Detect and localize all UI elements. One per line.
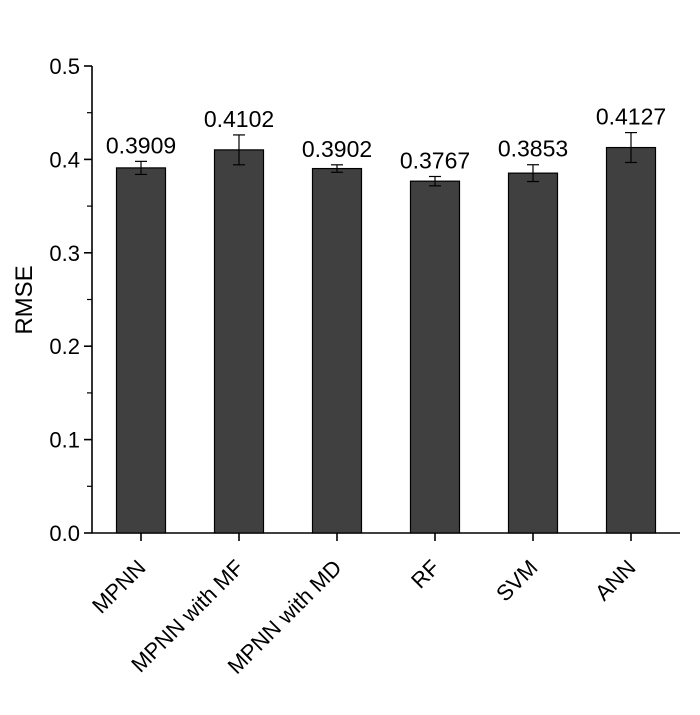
category-label: ANN [590,555,641,606]
bar [507,172,559,534]
bar [311,167,363,534]
y-tick-label: 0.0 [49,521,80,546]
value-label: 0.3853 [498,136,568,162]
category-label: RF [406,555,444,593]
value-label: 0.3767 [400,147,470,173]
value-label: 0.3909 [106,132,176,158]
value-label: 0.4102 [204,106,274,132]
y-tick-label: 0.1 [49,428,80,453]
y-tick-label: 0.3 [49,241,80,266]
category-label: SVM [491,555,542,606]
bars [115,131,657,534]
axes [84,65,680,541]
category-label: MPNN [87,555,150,618]
y-tick-label: 0.5 [49,54,80,79]
bar [605,146,657,534]
y-tick-label: 0.2 [49,334,80,359]
bar [409,180,461,534]
y-tick-label: 0.4 [49,147,80,172]
bar [213,149,265,534]
bar [115,167,167,534]
value-label: 0.3902 [302,136,372,162]
y-axis-title: RMSE [11,265,38,334]
value-label: 0.4127 [596,104,666,130]
